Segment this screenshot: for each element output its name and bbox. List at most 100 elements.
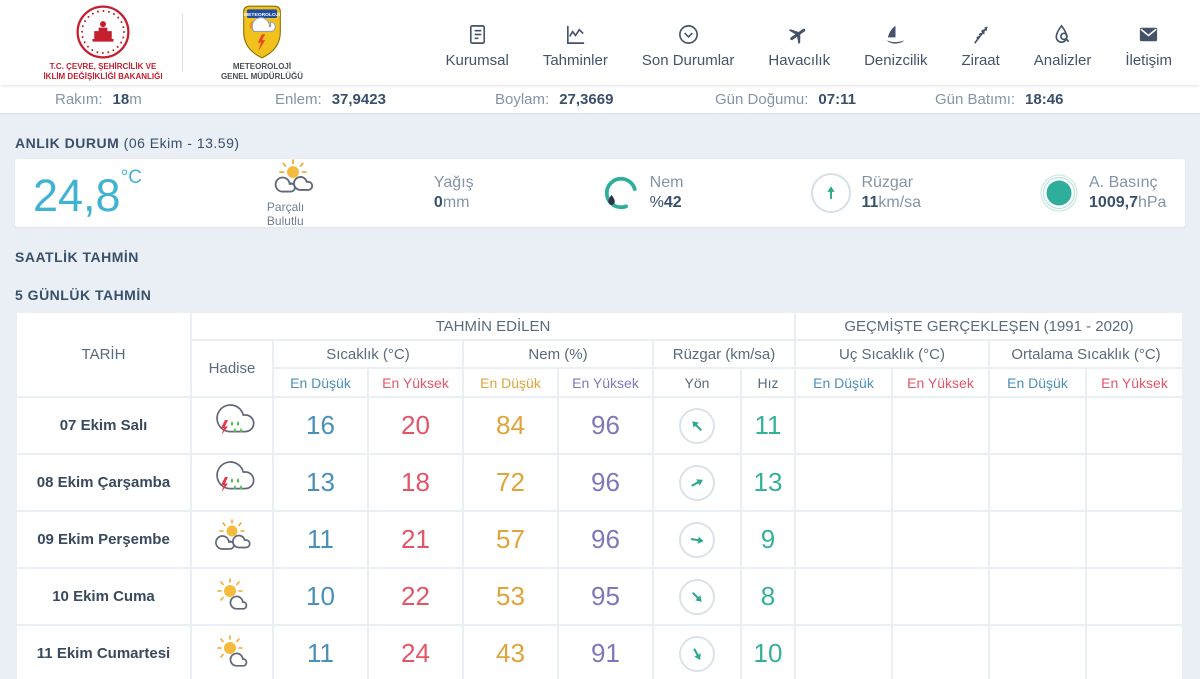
forecast-date: 09 Ekim Perşembe: [17, 512, 190, 567]
wind-direction-icon: [679, 578, 715, 615]
nav-item-tahminler[interactable]: Tahminler: [543, 23, 608, 69]
nav-item-kurumsal[interactable]: Kurumsal: [445, 23, 509, 69]
nav-label: Son Durumlar: [641, 51, 735, 69]
nav-item-analizler[interactable]: Analizler: [1034, 23, 1091, 69]
mgm-shield-text: METEOROLOJİ: [244, 10, 281, 17]
main-nav: Kurumsal Tahminler Son Durumlar Havacılı…: [445, 23, 1200, 69]
col-header-temperature: Sıcaklık (°C): [274, 341, 462, 367]
forecast-date: 08 Ekim Çarşamba: [17, 455, 190, 510]
hist-ext-min: [796, 569, 891, 624]
hum-min: 57: [464, 512, 557, 567]
subheader-hum-max: En Yüksek: [559, 369, 652, 396]
temp-min: 10: [274, 569, 367, 624]
current-section-heading: ANLIK DURUM (06 Ekim - 13.59): [15, 135, 1200, 151]
nav-label: Denizcilik: [864, 51, 928, 69]
hum-min: 72: [464, 455, 557, 510]
temp-max: 20: [369, 398, 462, 453]
sailboat-icon: [887, 25, 905, 44]
ministry-seal-icon: [76, 4, 130, 59]
col-header-wind: Rüzgar (km/sa): [654, 341, 794, 367]
wind-speed: 9: [742, 512, 794, 567]
mgm-shield-icon: METEOROLOJİ: [243, 5, 281, 58]
hourly-section-heading[interactable]: SAATLİK TAHMİN: [15, 249, 139, 265]
nav-item-ziraat[interactable]: Ziraat: [961, 23, 1000, 69]
hum-min: 43: [464, 626, 557, 679]
forecast-row: 11 Ekim Cumartesi 11 24 43 91 10: [17, 626, 1182, 679]
partly-cloudy-icon: [208, 519, 256, 560]
temp-max: 24: [369, 626, 462, 679]
precipitation-value: 0mm: [433, 194, 470, 211]
sunset-label: Gün Batımı:: [935, 90, 1016, 108]
logo-area: T.C. ÇEVRE, ŞEHİRCİLİK VE İKLİM DEĞİŞİKL…: [0, 0, 337, 85]
nav-label: Ziraat: [961, 51, 1000, 69]
temp-max: 18: [369, 455, 462, 510]
col-header-extreme-temp: Uç Sıcaklık (°C): [796, 341, 988, 367]
subheader-wind-speed: Hız: [742, 369, 794, 396]
latitude-value: 37,9423: [331, 90, 386, 108]
col-header-humidity: Nem (%): [464, 341, 652, 367]
hist-avg-min: [990, 569, 1085, 624]
nav-item-havacilik[interactable]: Havacılık: [768, 23, 830, 69]
altitude-value: 18m: [112, 90, 142, 108]
current-condition: Parçalı Bulutlu: [267, 158, 319, 228]
pressure-label: A. Basınç: [1089, 174, 1158, 191]
current-conditions-card: 24,8°C Parçalı Bulutlu Yağış 0mm Nem %42: [15, 158, 1185, 228]
subheader-avg-max: En Yüksek: [1087, 369, 1182, 396]
station-info-bar: Rakım: 18m Enlem: 37,9423 Boylam: 27,366…: [0, 85, 1200, 113]
thunderstorm-rain-icon: [208, 404, 256, 446]
subheader-wind-dir: Yön: [654, 369, 740, 396]
nav-item-son-durumlar[interactable]: Son Durumlar: [641, 23, 735, 69]
nav-item-denizcilik[interactable]: Denizcilik: [864, 23, 927, 69]
hum-max: 96: [559, 455, 652, 510]
forecast-date: 07 Ekim Salı: [17, 398, 190, 453]
longitude-label: Boylam:: [495, 90, 550, 108]
hum-min: 84: [464, 398, 557, 453]
precipitation-label: Yağış: [433, 174, 474, 191]
mgm-caption-line2: GENEL MÜDÜRLÜĞÜ: [220, 71, 304, 81]
wheat-icon: [974, 25, 988, 44]
daily-section-heading[interactable]: 5 GÜNLÜK TAHMİN: [15, 287, 152, 303]
forecast-row: 09 Ekim Perşembe 11 21 57 96 9: [17, 512, 1182, 567]
precipitation-metric: Yağış 0mm: [434, 173, 474, 213]
forecast-row: 08 Ekim Çarşamba 13 18 72 96 13: [17, 455, 1182, 510]
col-header-average-temp: Ortalama Sıcaklık (°C): [990, 341, 1182, 367]
nav-item-iletisim[interactable]: İletişim: [1125, 23, 1172, 69]
current-section-subtitle: (06 Ekim - 13.59): [123, 135, 240, 151]
hist-ext-min: [796, 398, 891, 453]
wind-label: Rüzgar: [861, 174, 914, 191]
thunderstorm-rain-icon: [208, 461, 256, 503]
mostly-sunny-icon: [208, 578, 256, 617]
altitude-info: Rakım: 18m: [55, 91, 275, 108]
col-header-condition: Hadise: [192, 341, 272, 396]
mostly-sunny-icon: [208, 635, 256, 674]
temp-min: 13: [274, 455, 367, 510]
subheader-temp-min: En Düşük: [274, 369, 367, 396]
forecast-table-wrap: TARİH TAHMİN EDİLEN GEÇMİŞTE GERÇEKLEŞEN…: [15, 311, 1185, 679]
hum-max: 91: [559, 626, 652, 679]
hist-avg-min: [990, 398, 1085, 453]
ministry-logo[interactable]: T.C. ÇEVRE, ŞEHİRCİLİK VE İKLİM DEĞİŞİKL…: [28, 4, 178, 82]
mgm-logo[interactable]: METEOROLOJİ METEOROLOJİ GENEL MÜDÜRLÜĞÜ: [187, 4, 337, 82]
forecast-row: 10 Ekim Cuma 10 22 53 95 8: [17, 569, 1182, 624]
hist-ext-min: [796, 626, 891, 679]
current-section-title: ANLIK DURUM: [15, 135, 120, 151]
chart-icon: [566, 25, 584, 44]
nav-label: İletişim: [1125, 51, 1172, 69]
sunset-value: 18:46: [1025, 90, 1064, 108]
col-group-forecast: TAHMİN EDİLEN: [192, 313, 794, 339]
forecast-row: 07 Ekim Salı 16 20 84 96 11: [17, 398, 1182, 453]
hist-ext-max: [893, 626, 988, 679]
ministry-caption-line2: İKLİM DEĞİŞİKLİĞİ BAKANLIĞI: [43, 71, 163, 81]
hist-avg-min: [990, 512, 1085, 567]
temp-min: 11: [274, 512, 367, 567]
wind-direction-icon: [679, 521, 715, 558]
subheader-ext-max: En Yüksek: [893, 369, 988, 396]
wind-metric: Rüzgar 11km/sa: [811, 173, 921, 213]
longitude-value: 27,3669: [559, 90, 614, 108]
subheader-temp-max: En Yüksek: [369, 369, 462, 396]
wind-speed: 10: [742, 626, 794, 679]
hist-avg-max: [1087, 398, 1182, 453]
temp-max: 22: [369, 569, 462, 624]
hum-max: 95: [559, 569, 652, 624]
mgm-caption-line1: METEOROLOJİ: [232, 61, 292, 71]
